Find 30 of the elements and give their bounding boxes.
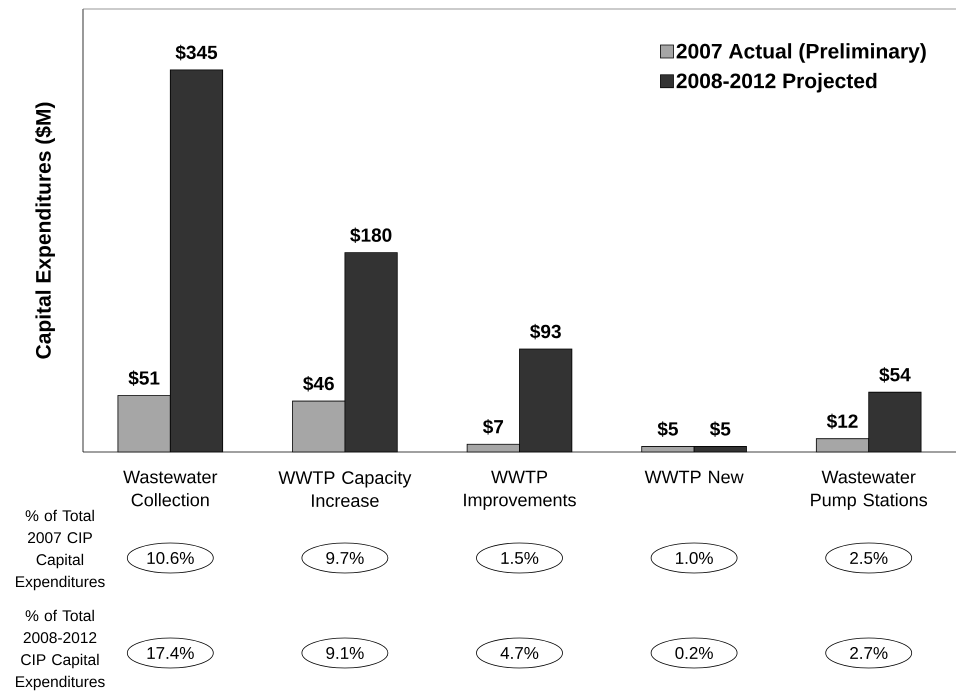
text: 4.7%	[500, 647, 538, 659]
text: 9.7%	[326, 552, 364, 564]
text: 10.6%	[147, 552, 194, 564]
legend-label: 2008-2012 Projected	[676, 72, 876, 92]
text: 17.4%	[147, 647, 194, 659]
text: 2.5%	[850, 552, 888, 564]
legend-label: 2007 Actual (Preliminary)	[676, 43, 926, 63]
text: % of Total 2008-2012 CIP Capital Expenditures	[16, 610, 105, 690]
data-label: $180	[350, 228, 392, 244]
data-label: $7	[482, 419, 504, 435]
text: 1.5%	[501, 552, 538, 564]
x-tick-label: WWTP New	[644, 470, 744, 484]
data-label: $46	[303, 376, 334, 392]
y-axis-title: Capital Expenditures ($M)	[35, 102, 55, 359]
data-label: $12	[826, 414, 858, 430]
data-label: $5	[710, 421, 730, 437]
data-label: $51	[128, 370, 160, 386]
x-tick-label: WWTP Improvements	[464, 470, 576, 510]
data-label: $93	[530, 324, 561, 340]
text: 1.0%	[676, 552, 713, 564]
x-tick-label: Wastewater Collection	[123, 470, 218, 506]
data-label: $54	[879, 367, 911, 383]
x-tick-label: WWTP Capacity Increase	[278, 470, 412, 507]
text: 9.1%	[326, 646, 364, 660]
text: % of Total 2007 CIP Capital Expenditures	[16, 510, 105, 590]
data-label: $345	[176, 44, 218, 60]
x-tick-label: Wastewater Pump Stations	[811, 470, 928, 510]
data-label: $5	[658, 421, 678, 437]
text: 0.2%	[675, 646, 713, 660]
text: 2.7%	[850, 647, 888, 659]
